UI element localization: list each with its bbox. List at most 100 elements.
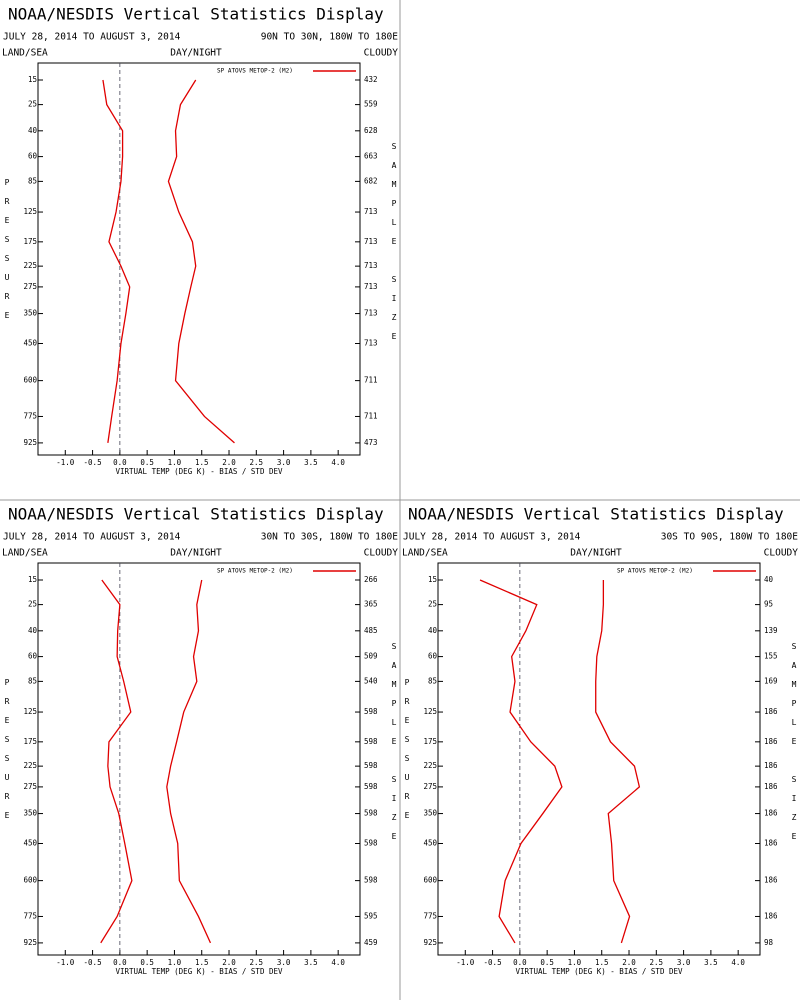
x-tick-label: -0.5 bbox=[484, 958, 502, 967]
sample-size: 473 bbox=[364, 438, 378, 447]
y-tick-label: 925 bbox=[423, 938, 437, 947]
y-tick-label: 225 bbox=[23, 261, 37, 270]
x-tick-label: 0.5 bbox=[540, 958, 554, 967]
y-tick-label: 775 bbox=[423, 911, 437, 920]
y-tick-label: 450 bbox=[23, 838, 37, 847]
y2-axis-label: SAMPLE SIZE bbox=[790, 642, 799, 851]
sample-size: 711 bbox=[364, 376, 378, 385]
x-tick-label: 0.5 bbox=[140, 958, 154, 967]
sample-size: 598 bbox=[364, 707, 378, 716]
x-tick-label: -1.0 bbox=[56, 958, 75, 967]
sample-size: 509 bbox=[364, 652, 378, 661]
x-tick-label: 3.0 bbox=[277, 958, 291, 967]
y-tick-label: 600 bbox=[423, 876, 437, 885]
y-tick-label: 275 bbox=[23, 282, 37, 291]
sample-size: 713 bbox=[364, 282, 378, 291]
x-tick-label: 4.0 bbox=[731, 958, 745, 967]
y-tick-label: 775 bbox=[23, 911, 37, 920]
chart-panel: NOAA/NESDIS Vertical Statistics Display J… bbox=[2, 505, 399, 977]
y-tick-label: 925 bbox=[23, 438, 37, 447]
sample-size: 155 bbox=[764, 652, 778, 661]
x-tick-label: 3.0 bbox=[277, 458, 291, 467]
y-tick-label: 225 bbox=[23, 761, 37, 770]
sample-size: 598 bbox=[364, 761, 378, 770]
x-tick-label: 3.5 bbox=[304, 958, 318, 967]
x-tick-label: -0.5 bbox=[84, 958, 102, 967]
std-dev-line bbox=[166, 579, 212, 944]
region: 30N TO 30S, 180W TO 180E bbox=[261, 532, 399, 543]
y-axis-label: PRESSURE bbox=[403, 678, 412, 830]
x-tick-label: 2.5 bbox=[250, 958, 264, 967]
day-night-label: DAY/NIGHT bbox=[170, 548, 222, 559]
y-tick-label: 40 bbox=[28, 626, 38, 635]
y-tick-label: 125 bbox=[23, 207, 37, 216]
bias-line bbox=[479, 579, 563, 944]
sample-size: 95 bbox=[764, 600, 773, 609]
sample-size: 432 bbox=[364, 75, 378, 84]
sample-size: 186 bbox=[764, 838, 778, 847]
y-tick-label: 125 bbox=[423, 707, 437, 716]
y-tick-label: 175 bbox=[423, 737, 437, 746]
sample-size: 598 bbox=[364, 838, 378, 847]
chart-title: NOAA/NESDIS Vertical Statistics Display bbox=[8, 5, 384, 24]
plot-frame bbox=[37, 562, 361, 956]
y-tick-label: 15 bbox=[28, 575, 37, 584]
sample-size: 713 bbox=[364, 237, 378, 246]
sample-size: 186 bbox=[764, 876, 778, 885]
x-tick-label: 1.0 bbox=[168, 958, 182, 967]
std-dev-line bbox=[167, 79, 235, 444]
y-tick-label: 85 bbox=[428, 676, 437, 685]
sample-size: 682 bbox=[364, 176, 378, 185]
x-tick-label: 4.0 bbox=[331, 958, 345, 967]
y-axis-label: PRESSURE bbox=[3, 178, 12, 330]
sample-size: 598 bbox=[364, 809, 378, 818]
y-tick-label: 15 bbox=[428, 575, 437, 584]
x-tick-label: 2.0 bbox=[622, 958, 636, 967]
y-tick-label: 175 bbox=[23, 737, 37, 746]
y-tick-label: 85 bbox=[28, 176, 37, 185]
y-tick-label: 40 bbox=[428, 626, 438, 635]
sample-size: 186 bbox=[764, 707, 778, 716]
y-tick-label: 775 bbox=[23, 411, 37, 420]
legend-label: SP ATOVS METOP-2 (M2) bbox=[217, 568, 293, 575]
x-tick-label: 1.5 bbox=[595, 958, 609, 967]
y-tick-label: 450 bbox=[23, 338, 37, 347]
y-tick-label: 40 bbox=[28, 126, 38, 135]
x-axis-label: VIRTUAL TEMP (DEG K) - BIAS / STD DEV bbox=[115, 467, 283, 476]
y-tick-label: 350 bbox=[23, 809, 37, 818]
y-tick-label: 275 bbox=[23, 782, 37, 791]
x-tick-label: 4.0 bbox=[331, 458, 345, 467]
y-tick-label: 225 bbox=[423, 761, 437, 770]
y-tick-label: 85 bbox=[28, 676, 37, 685]
y-tick-label: 275 bbox=[423, 782, 437, 791]
sample-size: 365 bbox=[364, 600, 378, 609]
y-tick-label: 60 bbox=[28, 652, 38, 661]
y-tick-label: 60 bbox=[28, 152, 38, 161]
sample-size: 598 bbox=[364, 876, 378, 885]
sample-size: 40 bbox=[764, 575, 774, 584]
day-night-label: DAY/NIGHT bbox=[170, 48, 222, 59]
plot-frame bbox=[437, 562, 761, 956]
chart-panel: NOAA/NESDIS Vertical Statistics Display J… bbox=[2, 5, 399, 477]
x-tick-label: 1.0 bbox=[168, 458, 182, 467]
y-tick-label: 600 bbox=[23, 376, 37, 385]
sample-size: 186 bbox=[764, 782, 778, 791]
sample-size: 186 bbox=[764, 761, 778, 770]
legend-label: SP ATOVS METOP-2 (M2) bbox=[217, 68, 293, 75]
x-tick-label: 2.0 bbox=[222, 958, 236, 967]
x-tick-label: -1.0 bbox=[56, 458, 75, 467]
sample-size: 186 bbox=[764, 809, 778, 818]
sample-size: 595 bbox=[364, 911, 378, 920]
y-tick-label: 25 bbox=[28, 600, 37, 609]
sample-size: 598 bbox=[364, 737, 378, 746]
x-tick-label: 0.5 bbox=[140, 458, 154, 467]
sample-size: 713 bbox=[364, 261, 378, 270]
x-tick-label: 3.0 bbox=[677, 958, 691, 967]
bias-line bbox=[102, 79, 131, 443]
sample-size: 663 bbox=[364, 152, 378, 161]
sample-size: 628 bbox=[364, 126, 378, 135]
x-tick-label: -1.0 bbox=[456, 958, 475, 967]
sample-size: 711 bbox=[364, 411, 378, 420]
legend-label: SP ATOVS METOP-2 (M2) bbox=[617, 568, 693, 575]
